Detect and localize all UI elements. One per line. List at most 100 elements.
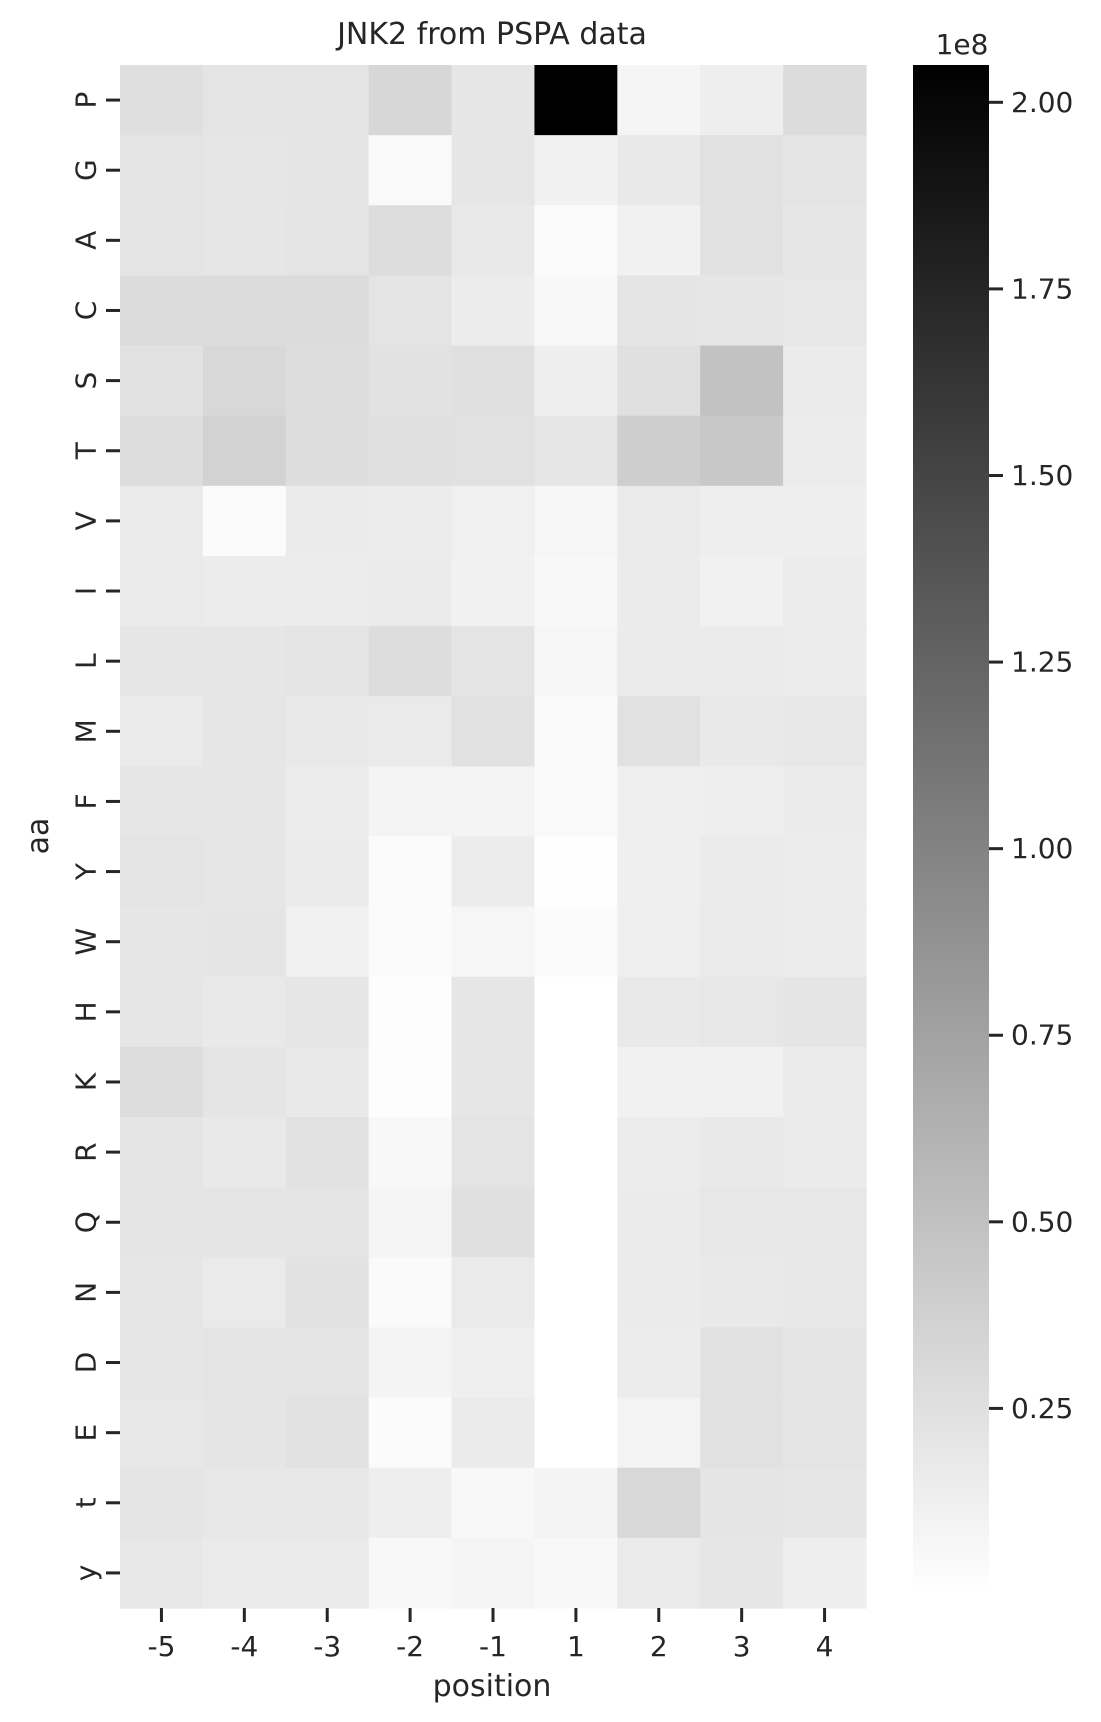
heatmap-cell-y-3 (700, 1537, 784, 1609)
heatmap-cell-I--5 (120, 555, 204, 627)
heatmap-cell-G--3 (285, 135, 370, 206)
heatmap-cell-N-2 (617, 1257, 701, 1329)
heatmap-cell-S--1 (451, 345, 536, 417)
heatmap-cell-y-1 (534, 1537, 618, 1609)
heatmap-cell-E-1 (534, 1397, 618, 1469)
y-tick-label: H (70, 1001, 103, 1022)
heatmap-cell-M--4 (202, 696, 287, 767)
heatmap-cell-M--5 (120, 696, 204, 767)
heatmap-cell-y-2 (617, 1537, 701, 1609)
heatmap-cell-H--4 (202, 976, 287, 1048)
heatmap-cell-H-2 (617, 976, 701, 1048)
y-tick-label: C (70, 301, 103, 321)
colorbar-tick-label: 1.25 (1011, 646, 1073, 679)
heatmap-cell-I-2 (617, 555, 701, 627)
heatmap-cell-G--5 (120, 135, 204, 206)
colorbar-tick-label: 1.75 (1011, 272, 1073, 305)
colorbar-tick-label: 0.25 (1011, 1392, 1073, 1425)
heatmap-cell-C--3 (285, 275, 370, 347)
heatmap-cell-H-1 (534, 976, 618, 1048)
x-axis-label: position (433, 1669, 552, 1704)
heatmap-cell-A--4 (202, 205, 287, 277)
heatmap-cell-H-3 (700, 976, 784, 1048)
heatmap-cell-T--2 (368, 415, 453, 487)
heatmap-cell-M--2 (368, 696, 453, 767)
heatmap-cell-Y--4 (202, 836, 287, 908)
y-tick-label: S (70, 372, 103, 390)
heatmap-cell-V--3 (285, 485, 370, 557)
colorbar-tick-label: 0.75 (1011, 1019, 1073, 1052)
heatmap-cell-M-3 (700, 696, 784, 767)
heatmap-cell-L--4 (202, 626, 287, 697)
heatmap-cell-C-1 (534, 275, 618, 347)
heatmap-cell-C--2 (368, 275, 453, 347)
heatmap-cell-D--1 (451, 1327, 536, 1399)
heatmap-cell-E--4 (202, 1397, 287, 1469)
heatmap-cell-D-4 (783, 1327, 867, 1399)
heatmap-cell-L--5 (120, 626, 204, 697)
x-tick-label: -1 (479, 1630, 507, 1663)
heatmap-cell-A-3 (700, 205, 784, 277)
heatmap-cell-F--4 (202, 766, 287, 838)
heatmap-cell-Q-1 (534, 1187, 618, 1258)
heatmap-cell-S--3 (285, 345, 370, 417)
x-tick-label: -5 (147, 1630, 175, 1663)
heatmap-cell-R-3 (700, 1117, 784, 1188)
heatmap-cell-L-4 (783, 626, 867, 697)
x-tick-label: 3 (733, 1630, 751, 1663)
y-tick-label: V (70, 511, 103, 530)
x-tick-label: -4 (230, 1630, 258, 1663)
heatmap-cell-A-1 (534, 205, 618, 277)
heatmap-cell-R--5 (120, 1117, 204, 1188)
x-tick-label: 2 (650, 1630, 668, 1663)
heatmap-cell-N-3 (700, 1257, 784, 1329)
heatmap-cell-t--1 (451, 1467, 536, 1539)
x-tick-label: 1 (567, 1630, 585, 1663)
heatmap-cell-A-2 (617, 205, 701, 277)
heatmap-cell-D-2 (617, 1327, 701, 1399)
y-tick-label: K (70, 1072, 103, 1091)
y-tick-label: Q (70, 1211, 103, 1233)
heatmap-cell-N--1 (451, 1257, 536, 1329)
heatmap-cell-W-3 (700, 906, 784, 978)
heatmap-cell-E--1 (451, 1397, 536, 1469)
heatmap-cell-P--1 (451, 65, 536, 136)
heatmap-cell-K--2 (368, 1046, 453, 1118)
heatmap-cell-W-1 (534, 906, 618, 978)
heatmap-cell-V-4 (783, 485, 867, 557)
heatmap-cell-F--1 (451, 766, 536, 838)
heatmap-cell-S--2 (368, 345, 453, 417)
y-tick-label: P (70, 92, 103, 109)
heatmap-cell-R--2 (368, 1117, 453, 1188)
heatmap-cell-P-4 (783, 65, 867, 136)
y-tick-label: N (70, 1282, 103, 1303)
y-tick-label: W (70, 928, 103, 956)
chart-title: JNK2 from PSPA data (335, 17, 647, 52)
heatmap-cell-P-1 (534, 65, 618, 136)
heatmap-cell-G--1 (451, 135, 536, 206)
heatmap-cell-L-1 (534, 626, 618, 697)
heatmap-cell-G-2 (617, 135, 701, 206)
y-tick-label: T (70, 441, 103, 460)
heatmap-cell-M-1 (534, 696, 618, 767)
heatmap-cell-L-2 (617, 626, 701, 697)
heatmap-cell-F-4 (783, 766, 867, 838)
heatmap-cells (120, 65, 867, 1609)
heatmap-cell-E--2 (368, 1397, 453, 1469)
heatmap-cell-H--1 (451, 976, 536, 1048)
heatmap-cell-S-3 (700, 345, 784, 417)
heatmap-cell-Y--5 (120, 836, 204, 908)
heatmap-cell-t--5 (120, 1467, 204, 1539)
heatmap-cell-t-1 (534, 1467, 618, 1539)
heatmap-cell-W--4 (202, 906, 287, 978)
heatmap-cell-Y--3 (285, 836, 370, 908)
heatmap-cell-S--4 (202, 345, 287, 417)
heatmap-cell-P--5 (120, 65, 204, 136)
heatmap-cell-C--5 (120, 275, 204, 347)
heatmap-cell-K-4 (783, 1046, 867, 1118)
heatmap-cell-Q--5 (120, 1187, 204, 1258)
colorbar-tick-label: 0.50 (1011, 1205, 1073, 1238)
heatmap-cell-M-2 (617, 696, 701, 767)
heatmap-cell-K-1 (534, 1046, 618, 1118)
y-tick-label: y (70, 1565, 103, 1582)
